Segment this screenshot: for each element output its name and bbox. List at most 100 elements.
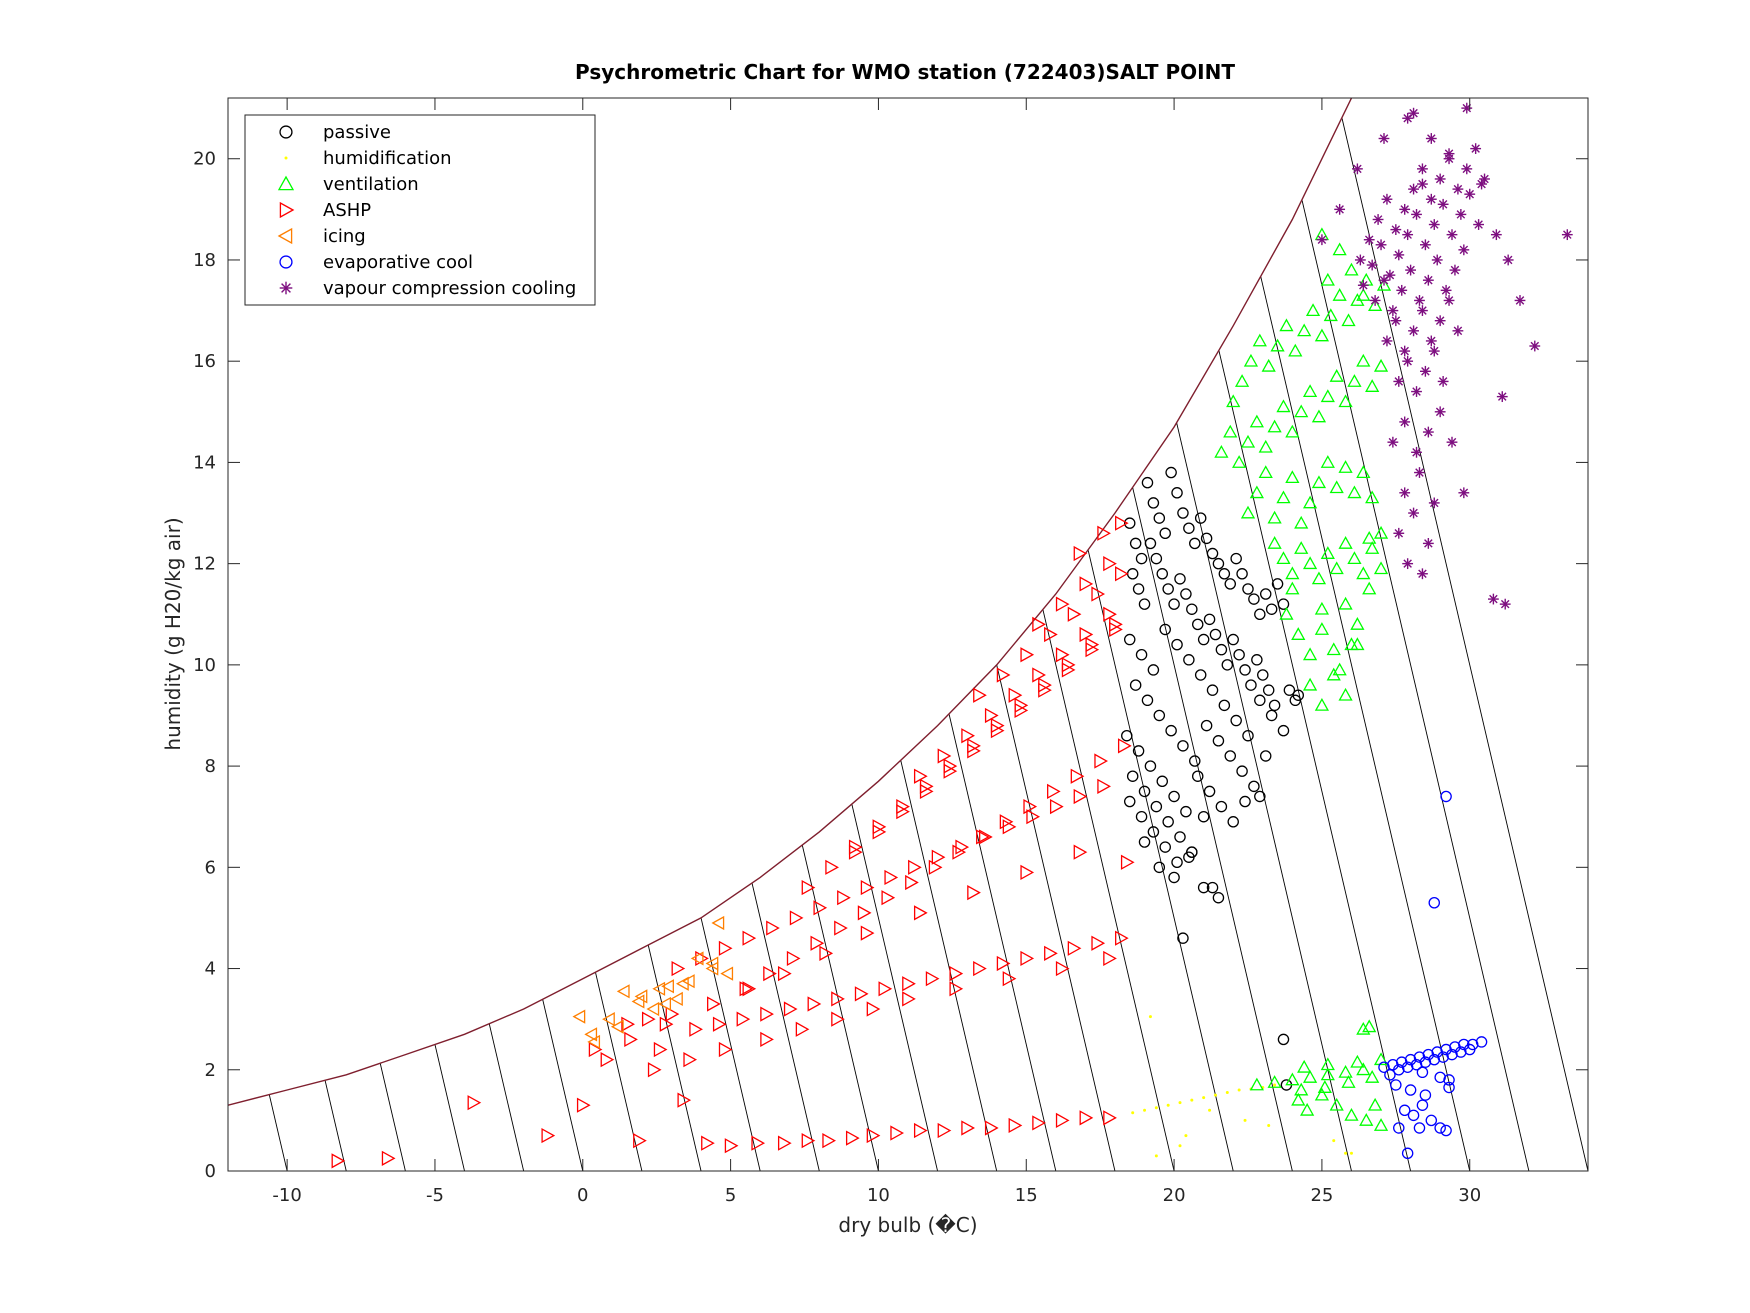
data-point [1230,714,1242,727]
data-point [1356,566,1371,580]
data-point [1144,537,1157,550]
data-point [1411,209,1422,220]
data-point [707,996,721,1012]
data-point [1351,163,1363,175]
data-point [1434,406,1446,418]
data-point [786,950,801,967]
data-point [1254,790,1266,803]
data-point [1362,581,1377,595]
data-point [884,869,899,886]
data-point [1141,694,1154,707]
data-point [1393,527,1405,539]
data-point [1224,750,1237,762]
data-point [1189,537,1201,550]
data-point [952,844,967,860]
data-point [1197,633,1210,646]
data-point [1262,684,1275,696]
data-point [801,879,816,896]
data-point [1449,264,1461,276]
data-point [999,814,1014,830]
data-point [1344,1151,1348,1155]
data-point [996,955,1011,972]
data-point [1150,800,1163,813]
data-point [1242,729,1254,742]
data-point [1373,525,1389,539]
data-point [1135,810,1148,823]
data-point [1285,424,1300,438]
data-point [1243,1118,1247,1122]
data-point [1212,557,1225,570]
data-point [825,859,839,875]
data-point [1067,606,1082,622]
data-point [1141,476,1154,489]
data-point [1200,719,1213,732]
data-point [1121,729,1133,742]
data-point [1214,444,1229,458]
data-point [572,1009,586,1024]
data-point [1362,530,1377,544]
data-point [902,976,916,992]
data-point [1561,229,1573,241]
data-point [1341,1075,1356,1088]
legend-marker [279,201,295,219]
data-point [1079,626,1094,643]
data-point [961,728,975,744]
data-point [1147,664,1160,676]
data-point [1529,340,1541,352]
data-point [1249,485,1264,499]
data-point [949,966,964,982]
data-point [1243,353,1259,367]
data-point [1248,593,1260,605]
legend-marker [277,175,295,191]
data-point [1288,343,1303,357]
data-point [1020,950,1035,967]
data-point [1208,1108,1212,1112]
data-point [1425,1114,1438,1127]
data-point [1437,376,1449,387]
data-point [919,783,934,800]
data-point [1067,940,1082,956]
data-point [1434,315,1446,327]
data-point [1399,203,1411,215]
data-point [1357,279,1369,291]
data-point [1356,353,1371,367]
data-point [1365,490,1380,504]
data-point [1302,1070,1318,1083]
data-point [1171,856,1183,869]
data-point [1094,753,1109,769]
data-point [1273,1083,1277,1087]
data-point [1254,608,1266,621]
data-point [1473,219,1485,230]
data-point [1320,455,1335,468]
data-point [801,1133,816,1149]
data-point [1218,699,1231,712]
data-point [1267,1075,1282,1088]
data-point [976,829,990,845]
series-evaporative-cool [1378,790,1488,1160]
legend-entry: icing [277,226,366,247]
data-point [670,991,683,1007]
legend-label: icing [323,226,366,247]
legend-marker [284,156,288,160]
data-point [857,905,872,921]
legend-marker [279,255,293,269]
legend-marker [277,227,293,245]
data-point [1159,623,1171,636]
data-point [1329,369,1344,382]
data-point [1177,932,1189,944]
data-point [1443,148,1455,160]
data-point [878,981,893,997]
data-point [1347,551,1362,565]
data-point [1285,581,1300,595]
data-point [1117,738,1132,754]
data-point [1135,552,1148,565]
data-point [1044,626,1058,643]
chart-title: Psychrometric Chart for WMO station (722… [575,60,1235,84]
data-point [1407,1109,1420,1122]
data-point [1168,871,1180,884]
data-point [848,844,863,860]
data-point [467,1095,482,1111]
data-point [783,1001,798,1017]
data-point [711,915,725,931]
data-point [1178,1144,1182,1148]
